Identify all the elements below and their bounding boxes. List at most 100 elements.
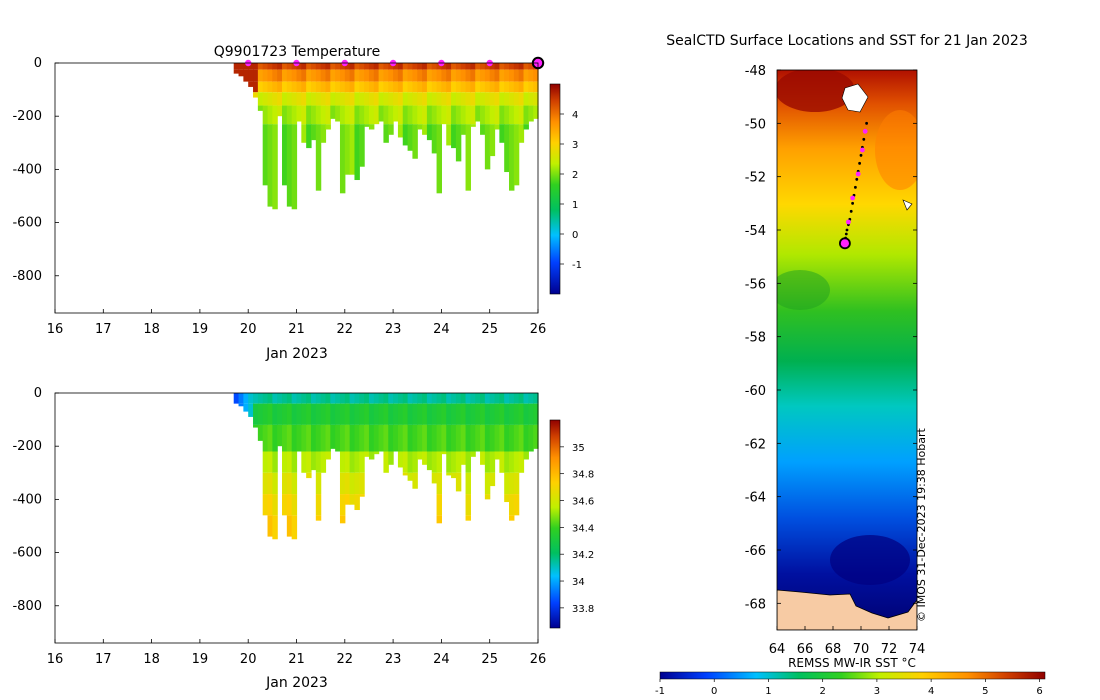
salinity-cell bbox=[518, 403, 525, 425]
temperature-cell bbox=[460, 69, 467, 82]
salinity-cell bbox=[243, 403, 249, 412]
temperature-cell bbox=[509, 69, 515, 82]
colorbar-tick-label: 0 bbox=[711, 686, 717, 697]
temperature-cell bbox=[262, 92, 269, 106]
salinity-cell bbox=[426, 403, 433, 425]
salinity-cell bbox=[465, 424, 471, 452]
salinity-cell bbox=[301, 403, 307, 425]
temperature-cell bbox=[402, 69, 409, 82]
temperature-cell bbox=[306, 81, 312, 93]
temperature-cell bbox=[417, 124, 423, 130]
temperature-cell bbox=[383, 81, 389, 93]
temperature-cell bbox=[455, 92, 462, 106]
temperature-cell bbox=[310, 81, 317, 93]
salinity-cell bbox=[277, 403, 283, 425]
salinity-cell bbox=[359, 424, 365, 452]
temperature-cell bbox=[446, 105, 452, 125]
temperature-cell bbox=[238, 69, 244, 77]
salinity-cell bbox=[431, 472, 438, 484]
salinity-cell bbox=[354, 393, 360, 404]
salinity-cell bbox=[397, 403, 404, 425]
x-tick-label: 20 bbox=[240, 322, 257, 337]
temperature-cell bbox=[330, 81, 336, 93]
x-tick-label: 18 bbox=[143, 322, 160, 337]
temperature-cell bbox=[291, 69, 298, 82]
temperature-cell bbox=[407, 105, 414, 125]
salinity-cell bbox=[315, 424, 322, 452]
temperature-cell bbox=[499, 92, 505, 106]
temperature-cell bbox=[513, 63, 520, 70]
salinity-cell bbox=[417, 424, 423, 452]
temperature-cell bbox=[513, 92, 520, 106]
temperature-cell bbox=[364, 81, 370, 93]
salinity-cell bbox=[513, 424, 520, 452]
x-tick-label: 22 bbox=[337, 322, 354, 337]
y-tick-label: -68 bbox=[745, 597, 766, 612]
salinity-cell bbox=[291, 403, 298, 425]
salinity-cell bbox=[499, 424, 505, 452]
temperature-cell bbox=[533, 81, 539, 93]
temperature-cell bbox=[499, 105, 505, 125]
temperature-cell bbox=[422, 92, 428, 106]
salinity-cell bbox=[484, 494, 491, 500]
temperature-cell bbox=[417, 69, 423, 82]
salinity-cell bbox=[484, 403, 491, 425]
temperature-cell bbox=[480, 92, 486, 106]
temperature-cell bbox=[523, 81, 529, 93]
x-tick-label: 20 bbox=[240, 652, 257, 667]
colorbar-tick-label: 2 bbox=[819, 686, 825, 697]
salinity-cell bbox=[282, 451, 288, 473]
salinity-cell bbox=[349, 494, 356, 505]
salinity-cell bbox=[349, 393, 356, 404]
temperature-cell bbox=[494, 92, 500, 106]
salinity-cell bbox=[339, 403, 346, 425]
salinity-cell bbox=[291, 451, 298, 473]
temperature-cell bbox=[373, 63, 380, 70]
salinity-cell bbox=[291, 472, 298, 495]
temperature-cell bbox=[528, 63, 534, 70]
temperature-cell bbox=[272, 124, 278, 210]
salinity-cell bbox=[451, 472, 457, 479]
temperature-cell bbox=[388, 63, 394, 70]
x-tick-label: 21 bbox=[288, 652, 305, 667]
salinity-cell bbox=[368, 393, 375, 404]
salinity-cell bbox=[484, 424, 491, 452]
salinity-cell bbox=[451, 393, 457, 404]
salinity-cell bbox=[262, 494, 269, 516]
salinity-cell bbox=[248, 393, 254, 404]
daily-position bbox=[862, 128, 868, 134]
salinity-cell bbox=[354, 472, 360, 495]
temperature-cell bbox=[446, 124, 452, 146]
temperature-cell bbox=[426, 69, 433, 82]
temperature-cell bbox=[335, 63, 341, 70]
temperature-cell bbox=[291, 92, 298, 106]
x-tick-label: 19 bbox=[192, 322, 209, 337]
salinity-colorbar-ticks: 35 34.8 34.6 34.4 34.2 34 33.8 bbox=[560, 443, 594, 615]
colorbar-tick-label: -1 bbox=[655, 686, 665, 697]
temperature-cell bbox=[426, 63, 433, 70]
temperature-cell bbox=[368, 69, 375, 82]
salinity-cell bbox=[465, 515, 471, 521]
salinity-cell bbox=[339, 393, 346, 404]
salinity-cell bbox=[267, 424, 273, 452]
salinity-cell bbox=[417, 451, 423, 460]
temperature-cell bbox=[388, 81, 394, 93]
salinity-cell bbox=[426, 424, 433, 452]
temperature-cell bbox=[282, 124, 288, 186]
temperature-cell bbox=[253, 81, 259, 93]
salinity-xlabel: Jan 2023 bbox=[265, 675, 328, 691]
temperature-cell bbox=[460, 105, 467, 125]
salinity-cell bbox=[494, 451, 500, 460]
temperature-cell bbox=[436, 105, 442, 125]
temperature-cell bbox=[368, 92, 375, 106]
temperature-cell bbox=[359, 105, 365, 125]
y-tick-label: -600 bbox=[12, 216, 42, 231]
temperature-cell bbox=[533, 69, 539, 82]
salinity-colorbar bbox=[549, 419, 561, 629]
temperature-cell bbox=[426, 124, 433, 141]
temperature-cell bbox=[335, 105, 341, 122]
salinity-cell bbox=[484, 393, 491, 404]
temperature-cell bbox=[320, 105, 327, 125]
temperature-cell bbox=[383, 69, 389, 82]
temperature-cell bbox=[475, 63, 481, 70]
